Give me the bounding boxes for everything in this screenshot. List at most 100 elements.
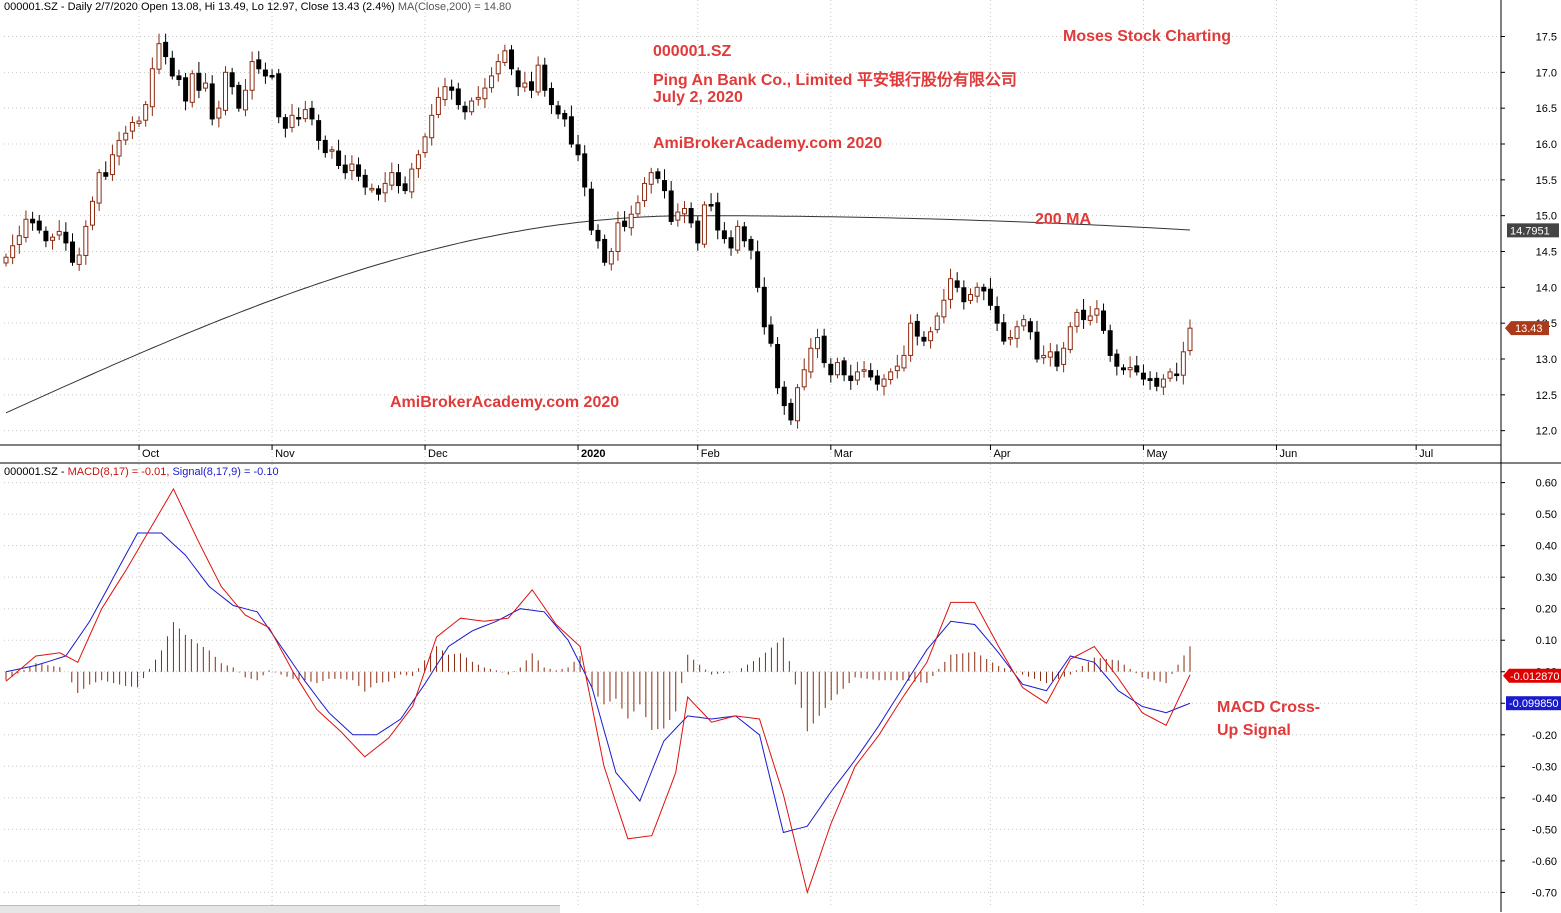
last-close-tag xyxy=(1505,321,1549,336)
candle-body xyxy=(874,375,880,385)
macd-tick-label: -0.60 xyxy=(1532,856,1557,868)
candle-body xyxy=(242,89,248,111)
ma200-layer xyxy=(5,215,1191,414)
candle-body xyxy=(1014,326,1020,339)
macd-tick-label: 0.20 xyxy=(1536,604,1557,616)
candle-body xyxy=(735,225,741,251)
macd-value-tag xyxy=(1503,668,1561,683)
candle-body xyxy=(229,72,235,88)
candle-body xyxy=(808,347,814,373)
candle-body xyxy=(375,188,381,195)
candle-body xyxy=(1101,310,1107,331)
candle-body xyxy=(894,365,900,372)
candle-body xyxy=(921,336,927,342)
price-header-info: - Daily 2/7/2020 Open 13.08, Hi 13.49, L… xyxy=(57,1,398,13)
candle-body xyxy=(934,315,940,331)
candle-body xyxy=(801,369,807,388)
macd-tick-label: 0.60 xyxy=(1536,478,1557,490)
candle-body xyxy=(1001,322,1007,342)
candle-body xyxy=(928,331,934,342)
x-tick-label: Jul xyxy=(1419,448,1433,460)
x-tick-label: May xyxy=(1146,448,1167,460)
macd-line xyxy=(5,487,1191,895)
candle-body xyxy=(189,73,195,103)
candle-body xyxy=(642,182,648,202)
candle-body xyxy=(489,75,495,89)
candle-body xyxy=(402,183,408,192)
candle-body xyxy=(648,172,654,185)
candle-body xyxy=(908,322,914,356)
candle-body xyxy=(256,59,262,70)
x-tick-label: Nov xyxy=(275,448,295,460)
price-header: 000001.SZ - Daily 2/7/2020 Open 13.08, H… xyxy=(4,1,511,13)
x-tick-label: Dec xyxy=(428,448,448,460)
candle-body xyxy=(395,172,401,187)
candle-body xyxy=(1027,321,1033,333)
candle-body xyxy=(748,238,754,251)
candle-body xyxy=(296,116,302,120)
candle-body xyxy=(43,230,49,242)
candle-body xyxy=(23,218,29,238)
candle-body xyxy=(10,245,16,259)
candle-body xyxy=(316,120,322,141)
candle-body xyxy=(209,83,215,120)
candle-body xyxy=(535,64,541,93)
macd-header-signal: Signal(8,17,9) = -0.10 xyxy=(172,466,279,478)
candle-body xyxy=(755,251,761,288)
candle-body xyxy=(701,204,707,245)
candle-body xyxy=(681,208,687,215)
sheet-tabs-strip[interactable] xyxy=(0,905,560,913)
price-tick-label: 12.5 xyxy=(1536,390,1557,402)
candle-body xyxy=(349,163,355,172)
candle-body xyxy=(602,238,608,263)
candle-body xyxy=(429,114,435,139)
candle-body xyxy=(668,190,674,222)
ma200-line xyxy=(5,215,1191,414)
candle-body xyxy=(961,287,967,303)
candle-body xyxy=(409,168,415,193)
candle-body xyxy=(588,188,594,231)
candle-body xyxy=(123,132,129,141)
macd-lines-layer xyxy=(5,487,1191,895)
price-header-ma: MA(Close,200) = 14.80 xyxy=(397,1,512,13)
annotation-macd-note-1: MACD Cross- xyxy=(1217,699,1321,716)
candle-body xyxy=(1041,354,1047,359)
macd-header-sep: - xyxy=(57,466,68,478)
candle-body xyxy=(888,371,894,380)
price-tick-label: 15.0 xyxy=(1536,211,1557,223)
candle-body xyxy=(1054,351,1060,367)
annotation-ma-label: 200 MA xyxy=(1035,211,1092,228)
candle-body xyxy=(63,231,69,244)
candles-layer xyxy=(3,33,1193,429)
candle-body xyxy=(575,144,581,156)
candle-body xyxy=(50,236,56,241)
candle-body xyxy=(1034,331,1040,360)
x-tick-label: 2020 xyxy=(581,448,605,460)
candle-body xyxy=(901,354,907,369)
macd-tick-label: -0.40 xyxy=(1532,793,1557,805)
annotation-date: July 2, 2020 xyxy=(653,89,743,106)
candle-body xyxy=(1140,372,1146,380)
candle-body xyxy=(615,222,621,252)
candle-body xyxy=(568,116,574,145)
macd-tick-label: -0.30 xyxy=(1532,761,1557,773)
candle-body xyxy=(30,218,36,224)
candle-body xyxy=(548,88,554,106)
candle-body xyxy=(216,107,222,119)
candle-body xyxy=(1154,377,1160,387)
macd-header-ticker: 000001.SZ xyxy=(4,466,58,478)
price-tick-label: 17.5 xyxy=(1536,32,1557,44)
candle-body xyxy=(76,254,82,265)
candle-body xyxy=(156,43,162,70)
candle-body xyxy=(469,100,475,113)
annotation-site-top: AmiBrokerAcademy.com 2020 xyxy=(653,135,883,152)
signal-value-tag-label: -0.099850 xyxy=(1509,698,1559,710)
candle-body xyxy=(96,172,102,204)
candle-body xyxy=(203,82,209,89)
candle-body xyxy=(695,220,701,244)
macd-tick-label: 0.40 xyxy=(1536,541,1557,553)
candle-body xyxy=(249,61,255,91)
candle-body xyxy=(89,200,95,226)
candle-body xyxy=(1134,365,1140,373)
